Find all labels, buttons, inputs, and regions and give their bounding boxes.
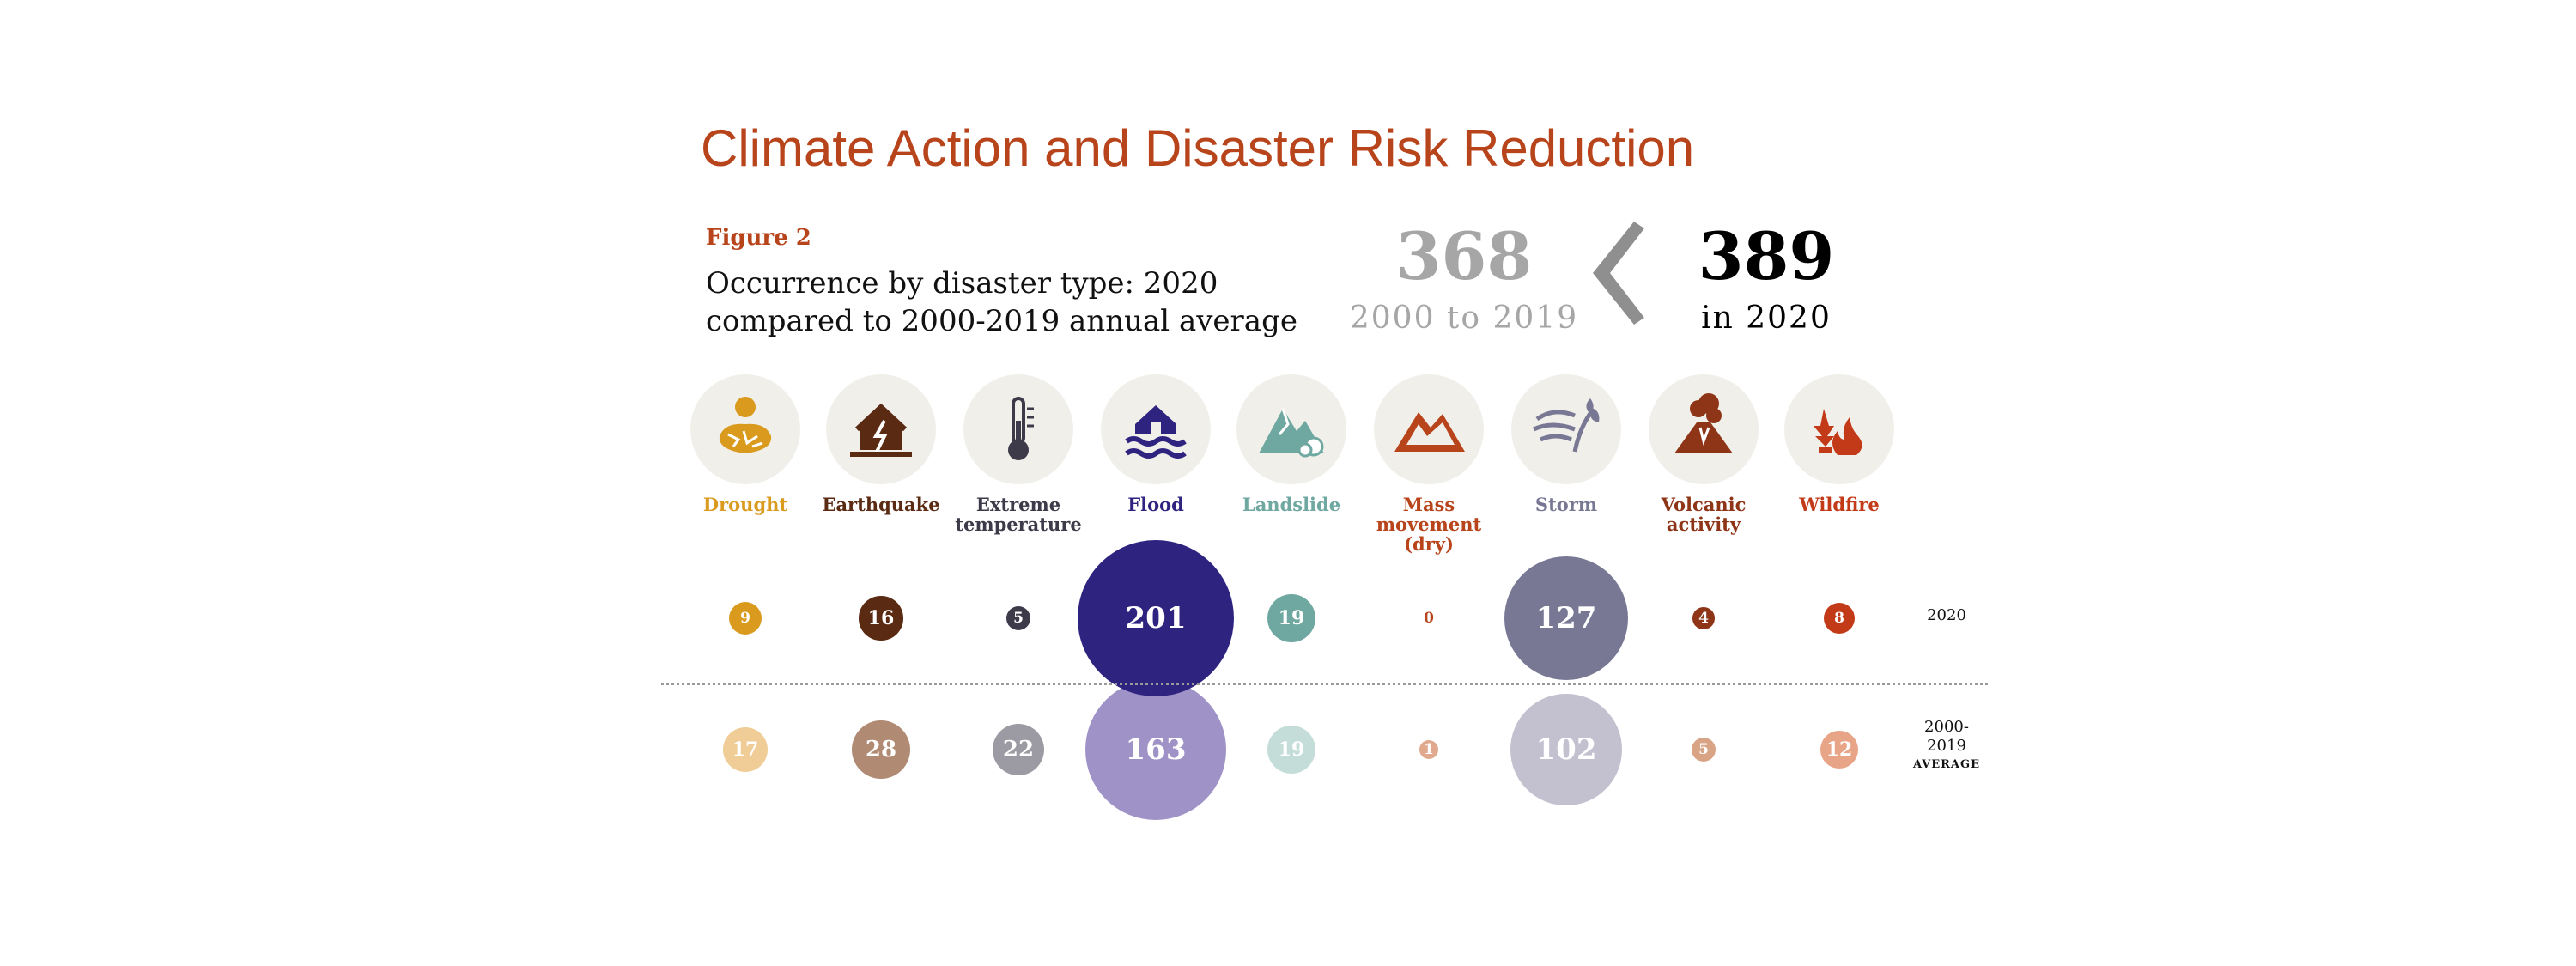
bubble-average-mass-movement-dry: 1	[1419, 740, 1438, 759]
row-label-average-line3: AVERAGE	[1912, 758, 1981, 771]
figure-label: Figure 2	[706, 225, 811, 251]
row-label-2020: 2020	[1927, 606, 1966, 624]
bubble-2020-flood: 201	[1078, 540, 1234, 696]
category-label-earthquake: Earthquake	[808, 495, 954, 514]
category-label-line: Volcanic	[1661, 494, 1747, 515]
bubble-2020-extreme-temperature: 5	[1005, 605, 1031, 631]
bubble-average-drought: 17	[722, 726, 769, 773]
category-label-drought: Drought	[672, 495, 818, 514]
row-divider	[661, 683, 1988, 685]
wildfire-icon	[1784, 374, 1894, 484]
category-label-line: Earthquake	[822, 494, 940, 515]
bubble-average-wildfire: 12	[1820, 730, 1859, 769]
category-label-line: temperature	[955, 513, 1082, 535]
bubble-average-volcanic-activity: 5	[1691, 737, 1716, 762]
row-label-average-line1: 2000-	[1924, 718, 1969, 736]
total-current-value: 389	[1698, 218, 1835, 295]
category-label-line: (dry)	[1404, 533, 1454, 555]
category-label-line: Landslide	[1242, 494, 1341, 515]
category-label-extreme-temperature: Extreme temperature	[945, 495, 1091, 534]
volcano-icon	[1649, 374, 1759, 484]
bubble-average-earthquake: 28	[852, 720, 910, 779]
chart-subtitle: Occurrence by disaster type: 2020 compar…	[706, 264, 1297, 340]
total-previous-value: 368	[1395, 218, 1533, 295]
page-title: Climate Action and Disaster Risk Reducti…	[701, 119, 1695, 177]
category-label-line: Drought	[702, 494, 788, 515]
category-label-line: Wildfire	[1799, 494, 1880, 515]
category-label-line: movement	[1376, 513, 1482, 535]
flood-icon	[1101, 374, 1211, 484]
category-label-line: Mass	[1402, 494, 1455, 515]
category-label-line: Flood	[1127, 494, 1184, 515]
mass-movement-icon	[1374, 374, 1484, 484]
bubble-2020-landslide: 19	[1267, 594, 1315, 642]
bubble-2020-drought: 9	[728, 601, 762, 635]
total-previous-label: 2000 to 2019	[1349, 301, 1579, 336]
bubble-2020-volcanic-activity: 4	[1692, 607, 1715, 629]
drought-icon	[690, 374, 800, 484]
subtitle-line-2: compared to 2000-2019 annual average	[706, 304, 1297, 338]
category-label-landslide: Landslide	[1218, 495, 1364, 514]
total-current-label: in 2020	[1701, 301, 1832, 336]
category-label-flood: Flood	[1083, 495, 1229, 514]
bubble-average-flood: 163	[1085, 679, 1226, 820]
earthquake-icon	[826, 374, 936, 484]
category-label-mass-movement-dry: Mass movement (dry)	[1356, 495, 1502, 554]
bubble-average-storm: 102	[1510, 694, 1622, 805]
thermometer-icon	[963, 374, 1073, 484]
bubble-2020-wildfire: 8	[1823, 602, 1856, 635]
category-label-storm: Storm	[1493, 495, 1639, 514]
chevron-left-icon	[1593, 222, 1644, 325]
category-label-volcanic-activity: Volcanic activity	[1631, 495, 1777, 534]
landslide-icon	[1236, 374, 1346, 484]
bubble-2020-mass-movement-dry: 0	[1424, 610, 1434, 627]
bubble-2020-earthquake: 16	[859, 596, 903, 641]
row-label-average: 2000- 2019 AVERAGE	[1908, 718, 1985, 775]
category-label-line: Extreme	[975, 494, 1061, 515]
bubble-average-extreme-temperature: 22	[992, 723, 1045, 776]
category-label-line: activity	[1666, 513, 1741, 535]
row-label-average-line2: 2019	[1927, 737, 1966, 755]
bubble-average-landslide: 19	[1267, 726, 1315, 774]
bubble-2020-storm: 127	[1504, 556, 1629, 681]
subtitle-line-1: Occurrence by disaster type: 2020	[706, 266, 1218, 301]
storm-icon	[1511, 374, 1621, 484]
category-label-line: Storm	[1534, 494, 1598, 515]
category-label-wildfire: Wildfire	[1766, 495, 1912, 514]
